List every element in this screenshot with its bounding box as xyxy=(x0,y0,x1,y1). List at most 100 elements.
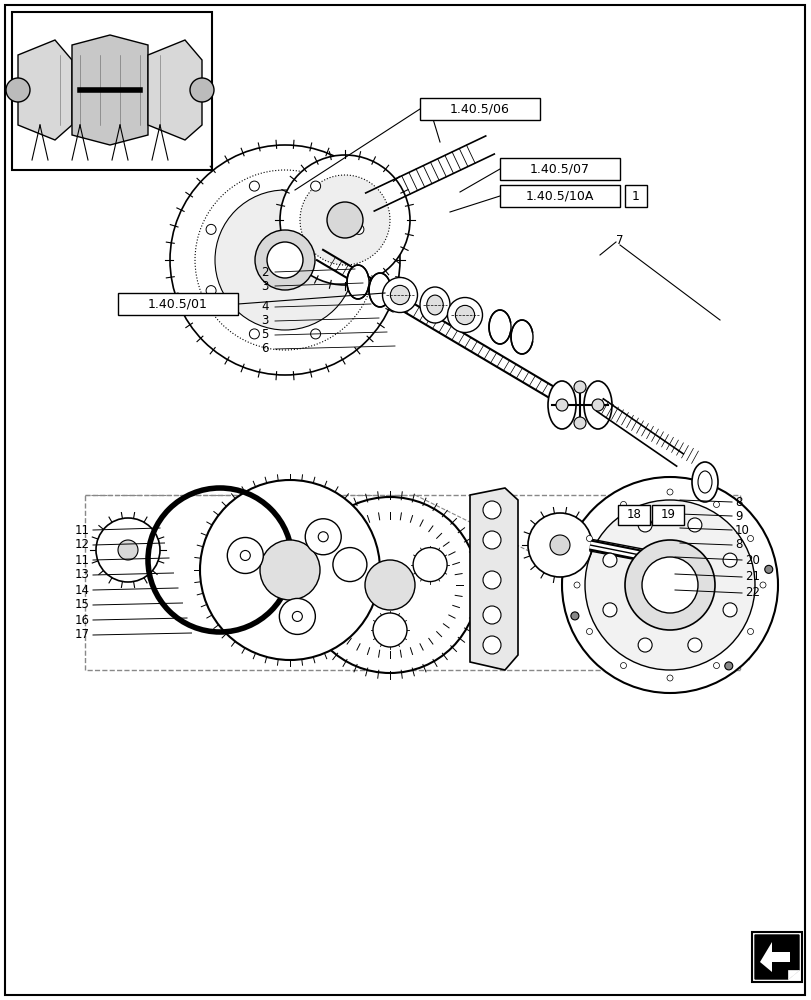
Circle shape xyxy=(527,513,591,577)
Circle shape xyxy=(561,477,777,693)
Text: 1.40.5/07: 1.40.5/07 xyxy=(530,163,590,176)
Circle shape xyxy=(249,181,259,191)
Circle shape xyxy=(603,603,616,617)
Circle shape xyxy=(666,675,672,681)
Ellipse shape xyxy=(427,295,443,315)
Bar xyxy=(651,505,683,525)
Bar xyxy=(12,12,212,170)
Circle shape xyxy=(483,571,500,589)
Circle shape xyxy=(227,537,263,573)
Text: 17: 17 xyxy=(75,628,90,642)
Circle shape xyxy=(6,78,30,102)
Circle shape xyxy=(169,145,400,375)
Circle shape xyxy=(556,399,568,411)
Circle shape xyxy=(603,553,616,567)
Text: 1.40.5/01: 1.40.5/01 xyxy=(148,298,208,310)
Text: 11: 11 xyxy=(75,554,90,566)
Text: 1.40.5/06: 1.40.5/06 xyxy=(449,103,509,116)
Text: 3: 3 xyxy=(261,314,268,328)
Text: 6: 6 xyxy=(261,342,268,356)
Circle shape xyxy=(299,175,389,265)
Circle shape xyxy=(372,613,406,647)
Circle shape xyxy=(549,535,569,555)
Text: 5: 5 xyxy=(261,328,268,342)
Text: 22: 22 xyxy=(744,586,759,599)
Circle shape xyxy=(240,550,250,560)
Ellipse shape xyxy=(368,273,391,307)
Bar xyxy=(500,158,620,180)
Text: 7: 7 xyxy=(616,233,623,246)
Circle shape xyxy=(302,497,478,673)
Ellipse shape xyxy=(691,462,717,502)
Circle shape xyxy=(687,638,701,652)
Circle shape xyxy=(311,329,320,339)
Polygon shape xyxy=(148,40,202,140)
Circle shape xyxy=(483,501,500,519)
Circle shape xyxy=(591,399,603,411)
Text: 8: 8 xyxy=(734,538,741,552)
Text: 13: 13 xyxy=(75,568,90,582)
Polygon shape xyxy=(759,942,789,972)
Circle shape xyxy=(280,155,410,285)
Ellipse shape xyxy=(390,285,409,305)
Bar xyxy=(751,932,801,982)
Circle shape xyxy=(260,540,320,600)
Circle shape xyxy=(200,480,380,660)
Circle shape xyxy=(483,636,500,654)
Polygon shape xyxy=(470,488,517,670)
Circle shape xyxy=(327,202,363,238)
Circle shape xyxy=(637,518,651,532)
Text: 11: 11 xyxy=(75,524,90,536)
Bar xyxy=(118,293,238,315)
Ellipse shape xyxy=(510,320,532,354)
Circle shape xyxy=(354,224,363,234)
Circle shape xyxy=(687,518,701,532)
Circle shape xyxy=(267,242,303,278)
Circle shape xyxy=(206,224,216,234)
Circle shape xyxy=(573,417,586,429)
Text: 19: 19 xyxy=(659,508,675,522)
Text: 10: 10 xyxy=(734,524,749,536)
Circle shape xyxy=(666,489,672,495)
Text: 15: 15 xyxy=(75,598,90,611)
Circle shape xyxy=(190,78,214,102)
Text: 4: 4 xyxy=(261,300,268,314)
Text: 2: 2 xyxy=(261,265,268,278)
Circle shape xyxy=(483,606,500,624)
Polygon shape xyxy=(787,970,798,979)
Text: 12: 12 xyxy=(75,538,90,552)
Circle shape xyxy=(333,548,367,582)
Text: 14: 14 xyxy=(75,584,90,596)
Circle shape xyxy=(713,663,719,669)
Circle shape xyxy=(620,501,626,507)
Circle shape xyxy=(586,536,592,542)
Text: 9: 9 xyxy=(734,510,741,522)
Circle shape xyxy=(96,518,160,582)
Text: 20: 20 xyxy=(744,554,759,566)
Circle shape xyxy=(573,582,579,588)
Ellipse shape xyxy=(547,381,575,429)
Circle shape xyxy=(759,582,765,588)
Text: 8: 8 xyxy=(734,495,741,508)
Circle shape xyxy=(724,662,732,670)
Circle shape xyxy=(311,181,320,191)
Circle shape xyxy=(722,603,736,617)
Circle shape xyxy=(365,560,414,610)
Polygon shape xyxy=(72,35,148,145)
Bar xyxy=(419,98,539,120)
Text: 18: 18 xyxy=(626,508,641,522)
Text: 1.40.5/10A: 1.40.5/10A xyxy=(526,190,594,203)
Circle shape xyxy=(206,286,216,296)
Circle shape xyxy=(483,531,500,549)
Ellipse shape xyxy=(488,310,510,344)
Ellipse shape xyxy=(447,298,482,332)
Circle shape xyxy=(637,638,651,652)
Ellipse shape xyxy=(346,265,368,299)
Polygon shape xyxy=(754,935,798,979)
Ellipse shape xyxy=(455,305,474,325)
Ellipse shape xyxy=(697,471,711,493)
Circle shape xyxy=(747,536,753,542)
Text: 3: 3 xyxy=(261,279,268,292)
Circle shape xyxy=(249,329,259,339)
Circle shape xyxy=(305,519,341,555)
